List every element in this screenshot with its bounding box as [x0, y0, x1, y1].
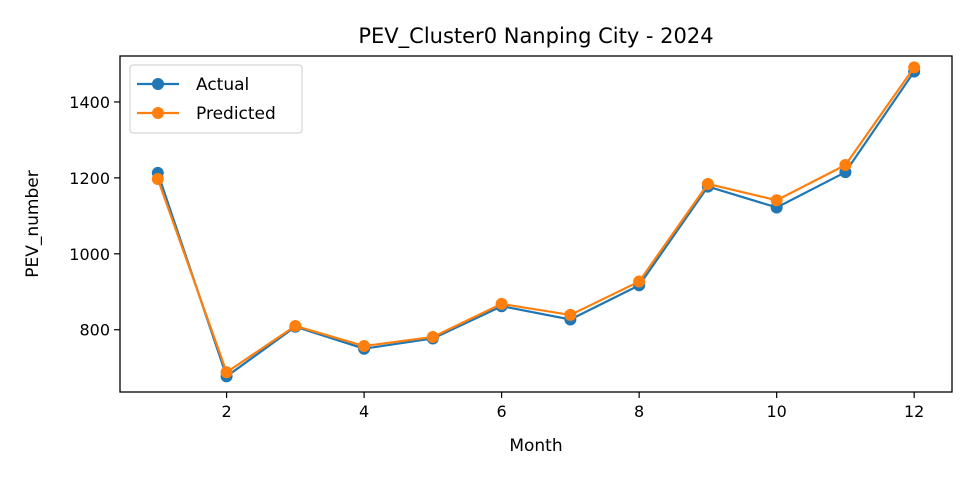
series-line	[156, 70, 916, 378]
x-tick-label: 12	[904, 402, 924, 421]
data-point	[839, 158, 852, 171]
y-tick-label: 1400	[69, 93, 110, 112]
data-point	[770, 194, 783, 207]
data-point	[289, 319, 302, 332]
legend-marker	[152, 107, 164, 119]
data-point	[633, 275, 646, 288]
x-axis-label: Month	[509, 436, 562, 456]
y-tick-label: 1000	[69, 245, 110, 264]
legend-item: Predicted	[137, 104, 276, 124]
chart-title: PEV_Cluster0 Nanping City - 2024	[358, 24, 713, 49]
y-axis: 800 1000 1200 1400	[69, 93, 120, 340]
series-predicted	[151, 61, 921, 379]
legend: Actual Predicted	[129, 64, 303, 134]
data-point	[908, 61, 921, 74]
x-tick-label: 10	[766, 402, 786, 421]
data-point	[220, 366, 233, 379]
x-tick-label: 6	[497, 402, 507, 421]
x-tick-label: 8	[634, 402, 644, 421]
data-point	[564, 308, 577, 321]
legend-box	[129, 64, 303, 134]
x-axis: 2 4 6 8 10 12	[221, 392, 924, 421]
data-point	[701, 177, 714, 190]
data-point	[426, 330, 439, 343]
series-line	[156, 66, 916, 374]
legend-item: Actual	[137, 75, 249, 95]
x-tick-label: 4	[359, 402, 369, 421]
legend-label: Predicted	[196, 104, 276, 124]
x-tick-label: 2	[221, 402, 231, 421]
legend-marker	[152, 78, 164, 90]
data-point	[495, 297, 508, 310]
y-tick-label: 800	[79, 321, 110, 340]
legend-label: Actual	[196, 75, 249, 95]
data-point	[358, 340, 371, 353]
y-tick-label: 1200	[69, 169, 110, 188]
axes-frame	[119, 55, 953, 393]
data-point	[151, 173, 164, 186]
plot-area	[151, 61, 921, 383]
y-axis-label: PEV_number	[23, 170, 43, 277]
